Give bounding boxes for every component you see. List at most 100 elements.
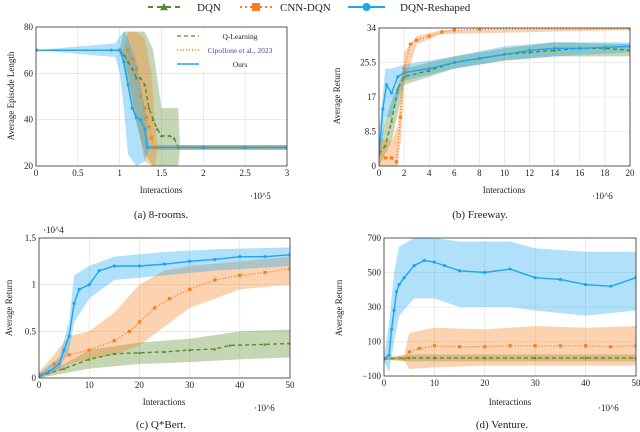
data-point-dqn [389, 119, 394, 123]
x-tick-label: 10 [500, 168, 510, 178]
x-tick-label: 14 [550, 168, 560, 178]
plot-area [383, 237, 637, 377]
data-point-dqn [396, 87, 400, 91]
data-point-ours [126, 83, 130, 87]
x-tick-label: 3 [285, 168, 290, 178]
confidence-band-cnn-dqn [39, 256, 290, 378]
x-axis-label: Interactions [140, 185, 183, 195]
x-tick-label: 20 [135, 380, 145, 390]
data-point-cnn-dqn [383, 156, 387, 160]
data-point-dqn-reshaped [97, 269, 101, 273]
x-tick-label: 18 [600, 168, 610, 178]
data-point-dqn-reshaped [458, 269, 462, 273]
data-point-cnn-dqn [533, 344, 537, 348]
data-point-dqn-reshaped [396, 75, 400, 79]
data-point-dqn [533, 356, 537, 360]
data-point-dqn-reshaped [395, 289, 399, 294]
data-point-dqn [188, 348, 192, 352]
data-point-cnn-dqn [584, 344, 588, 348]
data-point-dqn-reshaped [389, 327, 394, 332]
data-point-cnn-dqn [213, 278, 217, 282]
data-point-cnn-dqn [238, 273, 242, 277]
x-tick-label: 30 [531, 378, 541, 388]
data-point-q-learning [159, 134, 164, 138]
x-tick-label: 0 [37, 380, 42, 390]
data-point-dqn [213, 347, 217, 351]
inner-legend-label-cipollone: Cipollone et al., 2023 [208, 46, 273, 55]
axes-frame [383, 237, 637, 377]
x-tick-label: 1 [117, 168, 122, 178]
data-point-dqn-reshaped [57, 362, 61, 366]
series-group [39, 247, 290, 378]
data-point-cipollone-et-al-2023 [144, 115, 149, 119]
top-legend: DQN CNN-DQN DQN-Reshaped [148, 2, 471, 14]
data-point-dqn-reshaped [397, 282, 401, 287]
data-point-cnn-dqn [417, 346, 421, 350]
data-point-dqn [137, 351, 141, 355]
data-point-dqn-reshaped [528, 48, 532, 52]
x-tick-label: 0 [34, 168, 39, 178]
series-line-cnn-dqn [39, 268, 290, 376]
legend-entry-cnn-dqn: CNN-DQN [240, 2, 331, 14]
data-point-dqn-reshaped [112, 264, 116, 268]
data-point-cnn-dqn [407, 350, 411, 354]
data-point-dqn [263, 342, 267, 346]
data-point-dqn-reshaped [72, 301, 76, 305]
data-point-dqn-reshaped [558, 277, 563, 281]
plot-area [378, 27, 631, 167]
confidence-band-dqn-reshaped [39, 247, 290, 378]
data-point-cnn-dqn [288, 267, 290, 271]
data-point-dqn-reshaped [442, 264, 447, 268]
data-point-dqn [62, 367, 66, 370]
y-axis-label: Average Episode Length [6, 51, 16, 140]
data-point-dqn-reshaped [427, 66, 431, 71]
data-point-dqn-reshaped [47, 369, 51, 374]
plot-area [38, 237, 291, 379]
data-point-dqn-reshaped [412, 264, 416, 268]
data-point-cnn-dqn [440, 30, 444, 34]
data-point-dqn [432, 356, 436, 360]
data-point-dqn-reshaped [188, 259, 192, 263]
data-point-dqn-reshaped [422, 258, 426, 263]
x-tick-label: 40 [235, 380, 245, 390]
series-group [379, 28, 630, 166]
x-tick-label: 4 [427, 168, 432, 178]
x-tick-label: 0 [382, 378, 387, 388]
caption: (c) Q*Bert. [136, 419, 186, 431]
y-multiplier: ·10^4 [43, 225, 64, 235]
x-tick-label: 30 [185, 380, 195, 390]
data-point-dqn-reshaped [533, 276, 537, 280]
data-point-dqn-reshaped [603, 45, 607, 50]
x-multiplier: ·10^6 [254, 403, 275, 413]
data-point-ours [201, 145, 205, 150]
x-tick-label: 50 [286, 380, 296, 390]
y-tick-label: 1.5 [25, 233, 37, 243]
data-point-cnn-dqn [628, 28, 630, 31]
data-point-ours [243, 145, 247, 150]
y-axis-label: Average Return [332, 67, 342, 124]
y-tick-label: −100 [362, 371, 381, 381]
data-point-dqn [407, 356, 411, 360]
data-point-q-learning [172, 136, 176, 140]
y-tick-label: 60 [24, 68, 34, 78]
data-point-cipollone-et-al-2023 [149, 136, 154, 140]
data-point-cipollone-et-al-2023 [134, 67, 138, 71]
inner-legend: Q-Learning Cipollone et al., 2023 Ours [172, 30, 282, 70]
data-point-q-learning [155, 127, 159, 131]
data-point-dqn-reshaped [77, 287, 81, 291]
legend-label-dqn: DQN [197, 2, 221, 14]
data-point-dqn-reshaped [584, 282, 588, 287]
y-tick-label: 700 [368, 233, 382, 243]
data-point-cnn-dqn [389, 156, 394, 160]
data-point-cnn-dqn [167, 297, 172, 301]
data-point-dqn-reshaped [452, 60, 456, 65]
data-point-cnn-dqn [508, 344, 512, 348]
x-tick-label: 0 [377, 168, 382, 178]
data-point-dqn-reshaped [389, 91, 394, 95]
data-point-dqn [228, 343, 232, 347]
data-point-dqn [528, 50, 532, 54]
data-point-dqn-reshaped [162, 262, 167, 266]
data-point-dqn [162, 350, 167, 354]
x-multiplier: ·10^5 [250, 191, 271, 201]
